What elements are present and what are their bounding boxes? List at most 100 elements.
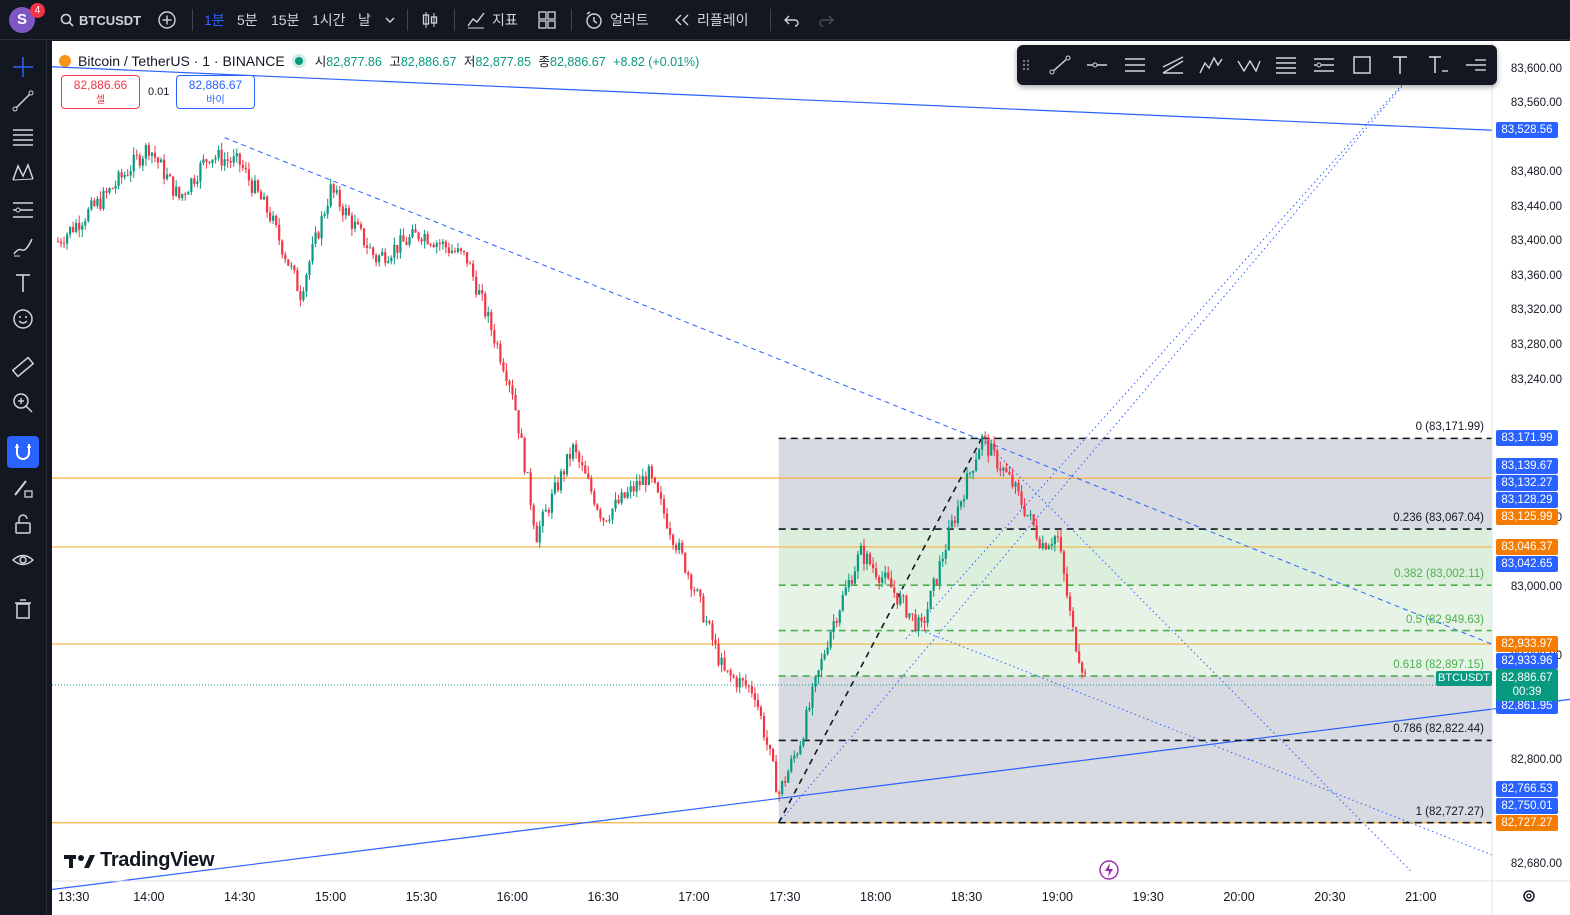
divider	[571, 9, 572, 31]
indicators-label: 지표	[492, 12, 518, 28]
candle-body	[232, 156, 235, 163]
price-tick: 82,800.00	[1510, 753, 1562, 766]
interval-15m[interactable]: 15분	[271, 12, 300, 28]
candle-body	[617, 499, 620, 504]
fib-retracement-button[interactable]	[1271, 51, 1301, 79]
sidebar-divider	[46, 41, 52, 915]
buy-button[interactable]: 82,886.67 바이	[176, 75, 255, 109]
time-tick: 18:30	[950, 890, 983, 904]
undo-button[interactable]	[782, 0, 800, 40]
time-tick: 14:00	[133, 890, 165, 904]
measure-tool[interactable]	[7, 351, 39, 383]
candle-body	[717, 643, 720, 665]
price-badge: 83,046.37	[1496, 538, 1558, 555]
lock-drawing-tool[interactable]	[7, 472, 39, 504]
candle-body	[614, 499, 617, 509]
parallel-channel-button[interactable]	[1120, 51, 1150, 79]
candle-body	[859, 545, 863, 555]
text-tool[interactable]	[7, 267, 39, 299]
sell-button[interactable]: 82,886.66 셀	[61, 75, 140, 109]
open-value: 82,877.86	[326, 55, 382, 69]
chart-pane[interactable]: Bitcoin / TetherUS · 1 · BINANCE 시82,877…	[52, 41, 1570, 915]
hide-drawings-tool[interactable]	[7, 544, 39, 576]
trendline-tool[interactable]	[7, 85, 39, 117]
crosshair-tool[interactable]	[7, 51, 39, 83]
drag-handle-icon	[1022, 59, 1030, 71]
zoom-tool[interactable]	[7, 387, 39, 419]
candle-body	[805, 709, 808, 739]
rectangle-button[interactable]	[1347, 51, 1377, 79]
abc-wave-button[interactable]	[1234, 51, 1264, 79]
alerts-button[interactable]: 얼러트	[584, 0, 649, 40]
horizontal-ray-icon	[1087, 62, 1107, 68]
fib-retracement-tool[interactable]	[7, 121, 39, 153]
candle-body	[520, 433, 523, 438]
candle-body	[335, 190, 338, 193]
candle-body	[756, 699, 760, 708]
magnet-tool[interactable]	[7, 436, 39, 468]
candle-body	[1008, 472, 1011, 475]
pattern-tool[interactable]	[7, 157, 39, 189]
price-badge: 83,528.56	[1496, 122, 1558, 139]
candle-body	[375, 254, 378, 263]
horizontal-ray-button[interactable]	[1082, 51, 1112, 79]
candle-body	[350, 215, 354, 229]
gear-icon	[1523, 890, 1535, 902]
candle-body	[162, 159, 166, 179]
chart-type-button[interactable]	[420, 0, 440, 40]
more-tools-button[interactable]	[1461, 51, 1491, 79]
high-label: 고	[389, 55, 401, 69]
candle-body	[414, 229, 417, 233]
brush-tool[interactable]	[7, 231, 39, 263]
interval-5m[interactable]: 5분	[237, 12, 258, 28]
anchored-text-button[interactable]	[1423, 51, 1453, 79]
time-tick: 15:30	[405, 890, 438, 904]
candle-body	[1038, 538, 1041, 548]
candle-body	[241, 164, 244, 168]
tradingview-logo[interactable]: TradingView	[64, 849, 214, 872]
axis-layer	[52, 41, 1570, 915]
price-tick: 82,680.00	[1510, 857, 1562, 870]
symbol-search-button[interactable]: BTCUSDT	[60, 0, 141, 40]
lock-all-tool[interactable]	[7, 508, 39, 540]
candle-body	[905, 596, 908, 618]
fib-fan-button[interactable]	[1158, 51, 1188, 79]
elliott-wave-button[interactable]	[1196, 51, 1226, 79]
candle-body	[993, 443, 996, 451]
interval-dropdown[interactable]	[384, 0, 396, 40]
candle-body	[884, 572, 887, 578]
fib-extension-button[interactable]	[1309, 51, 1339, 79]
candle-body	[308, 261, 311, 275]
text-button[interactable]	[1385, 51, 1415, 79]
chart-canvas[interactable]	[52, 41, 1570, 915]
candle-body	[59, 241, 63, 244]
candle-body	[193, 178, 196, 184]
interval-1h[interactable]: 1시간	[312, 12, 346, 28]
candle-body	[426, 233, 429, 245]
drag-handle[interactable]	[1019, 51, 1033, 79]
redo-button[interactable]	[818, 0, 836, 40]
descending-dashed-trendline	[224, 137, 1493, 645]
trend-line-button[interactable]	[1045, 51, 1075, 79]
candle-body	[211, 159, 214, 163]
indicators-button[interactable]: 지표	[466, 0, 518, 40]
forecasting-tool[interactable]	[7, 194, 39, 226]
remove-drawings-tool[interactable]	[7, 593, 39, 625]
interval-1m[interactable]: 1분	[204, 12, 225, 28]
candle-body	[511, 385, 514, 395]
interval-1d[interactable]: 날	[358, 12, 371, 28]
lightning-button[interactable]	[1098, 859, 1120, 886]
icon-tool[interactable]	[7, 303, 39, 335]
layouts-button[interactable]	[537, 0, 557, 40]
compare-symbol-button[interactable]	[157, 0, 177, 40]
replay-button[interactable]: 리플레이	[673, 0, 749, 40]
chart-settings-button[interactable]	[1521, 888, 1537, 909]
symbol-description[interactable]: Bitcoin / TetherUS · 1 · BINANCE	[78, 52, 285, 69]
candle-body	[947, 527, 950, 551]
candle-body	[911, 613, 914, 615]
candle-body	[878, 577, 881, 583]
upper-trendline	[52, 66, 1493, 131]
candle-body	[250, 180, 254, 194]
candle-body	[144, 145, 147, 159]
candle-body	[693, 589, 696, 591]
